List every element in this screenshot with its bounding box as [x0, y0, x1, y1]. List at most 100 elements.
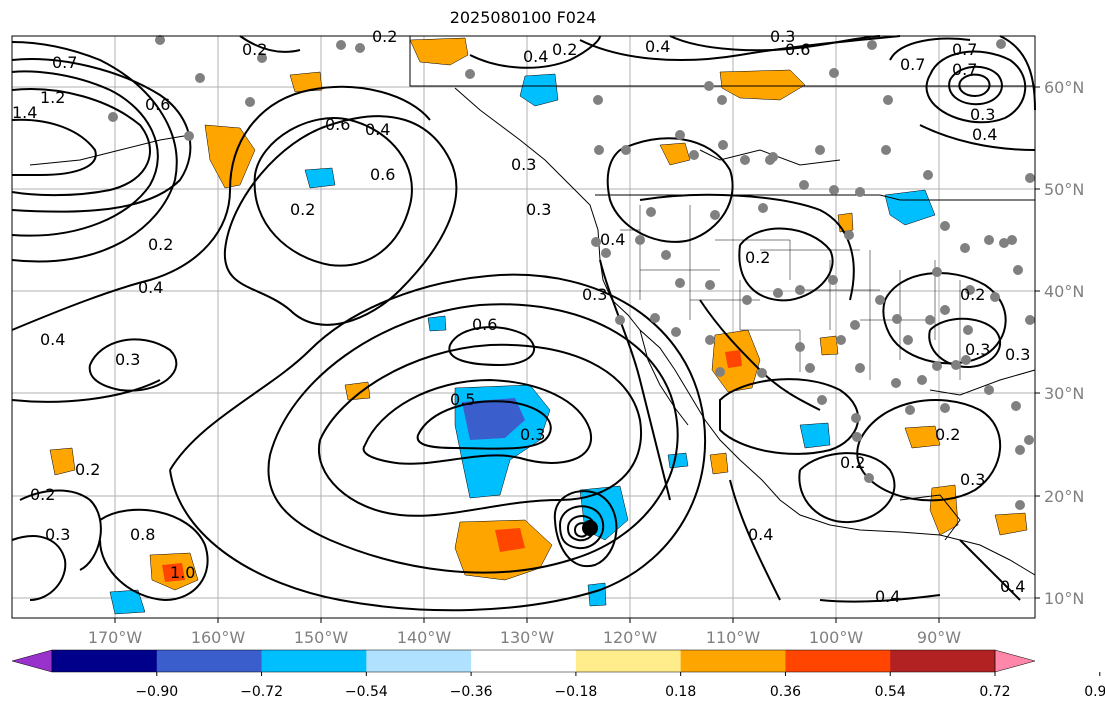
plot-title: 2025080100 F024: [449, 8, 597, 27]
colorbar-segment: [471, 650, 577, 672]
station-marker: [805, 363, 815, 373]
station-markers: [108, 35, 1035, 536]
station-marker: [257, 53, 267, 63]
station-marker: [990, 292, 1000, 302]
contour-label: 0.3: [115, 350, 140, 369]
station-marker: [925, 315, 935, 325]
contour-label: 0.7: [52, 53, 77, 72]
contour-label: 0.3: [511, 155, 536, 174]
station-marker: [984, 235, 994, 245]
contour-label: 0.6: [325, 115, 350, 134]
colorbar-segment: [261, 650, 367, 672]
contour-label: 0.6: [472, 315, 497, 334]
station-marker: [999, 238, 1009, 248]
contour-label: 1.0: [170, 563, 195, 582]
positive-anomaly-patch: [904, 425, 941, 449]
negative-anomaly-patch: [587, 582, 607, 607]
colorbar-segment: [785, 650, 891, 672]
positive-anomaly-patch: [709, 452, 729, 475]
station-marker: [245, 97, 255, 107]
station-marker: [1025, 173, 1035, 183]
station-marker: [1025, 315, 1035, 325]
station-marker: [108, 112, 118, 122]
map-frame: [11, 35, 1036, 619]
colorbar-segment: [575, 650, 682, 672]
contour-label: 1.4: [12, 103, 37, 122]
station-marker: [195, 73, 205, 83]
lat-tick-label: 10°N: [1044, 589, 1084, 608]
colorbar-frame: [51, 649, 996, 673]
colorbar-tick-label: 0.72: [979, 684, 1010, 700]
colorbar-tick-label: −0.90: [135, 684, 178, 700]
axis-ticks: 60°N 50°N 40°N 30°N 20°N 10°N 170°W 160°W 150°W 1…: [88, 78, 1085, 647]
contour-label: 0.4: [600, 230, 625, 249]
station-marker: [996, 39, 1006, 49]
colorbar-segment: [156, 650, 263, 672]
station-marker: [355, 43, 365, 53]
station-marker: [960, 243, 970, 253]
station-marker: [963, 325, 973, 335]
colorbar-segment: [680, 650, 786, 672]
station-marker: [710, 210, 720, 220]
contour-label: 0.2: [148, 235, 173, 254]
negative-anomaly-patch: [884, 189, 936, 226]
station-marker: [905, 405, 915, 415]
station-marker: [758, 203, 768, 213]
lon-tick-label: 130°W: [500, 628, 555, 647]
colorbar-tick-label: −0.18: [554, 684, 597, 700]
station-marker: [850, 320, 860, 330]
contour-label: 0.4: [972, 125, 997, 144]
station-marker: [768, 152, 778, 162]
contour-label: 0.2: [935, 425, 960, 444]
station-marker: [740, 155, 750, 165]
contour-label: 0.2: [242, 40, 267, 59]
station-marker: [661, 250, 671, 260]
station-marker: [675, 278, 685, 288]
colorbar-tick-label: 0.54: [875, 684, 906, 700]
station-marker: [675, 130, 685, 140]
contour-label: 0.4: [645, 37, 670, 56]
station-marker: [817, 395, 827, 405]
state-borders: [620, 205, 961, 380]
storm-center-marker: [582, 520, 598, 536]
station-marker: [940, 305, 950, 315]
station-marker: [715, 367, 725, 377]
station-marker: [591, 237, 601, 247]
station-marker: [829, 185, 839, 195]
station-marker: [940, 221, 950, 231]
contour-label: 0.7: [900, 55, 925, 74]
contour-label: 0.7: [952, 40, 977, 59]
lon-tick-label: 120°W: [603, 628, 658, 647]
station-marker: [855, 187, 865, 197]
station-marker: [984, 385, 994, 395]
station-marker: [844, 230, 854, 240]
contour-label: 0.4: [365, 120, 390, 139]
lon-tick-label: 140°W: [397, 628, 452, 647]
positive-anomaly-patch: [495, 528, 525, 552]
station-marker: [689, 150, 699, 160]
contour-label: 0.8: [130, 525, 155, 544]
station-marker: [155, 35, 165, 45]
contour-label: 0.6: [370, 165, 395, 184]
station-marker: [184, 131, 194, 141]
colorbar-segment: [52, 650, 158, 672]
station-marker: [799, 180, 809, 190]
shading-layer: [49, 37, 1028, 615]
lat-tick-label: 20°N: [1044, 487, 1084, 506]
negative-anomaly-patch: [667, 452, 689, 469]
contour-label: 0.4: [523, 47, 548, 66]
station-marker: [951, 360, 961, 370]
colorbar-tick-label: 0.36: [770, 684, 801, 700]
station-marker: [795, 342, 805, 352]
lon-tick-label: 160°W: [191, 628, 246, 647]
colorbar-tick-label: 0.90: [1084, 684, 1105, 700]
station-marker: [773, 288, 783, 298]
station-marker: [671, 327, 681, 337]
coastlines: [29, 36, 1036, 576]
contour-label: 0.2: [745, 248, 770, 267]
negative-anomaly-patch: [519, 73, 559, 107]
contour-label: 0.3: [965, 340, 990, 359]
station-marker: [336, 40, 346, 50]
station-marker: [891, 378, 901, 388]
station-marker: [829, 68, 839, 78]
